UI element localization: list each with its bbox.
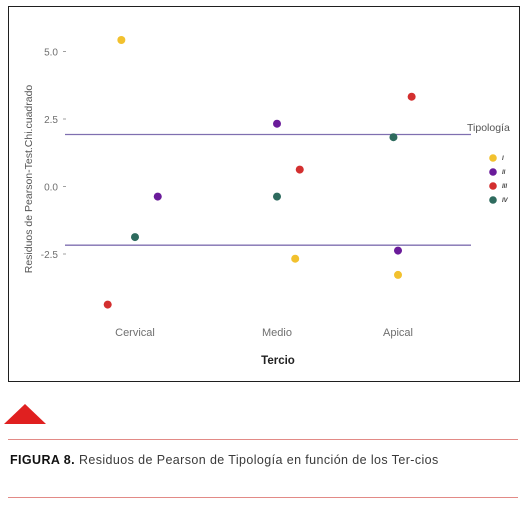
legend-label: II	[502, 170, 506, 176]
x-axis-title: Tercio	[261, 355, 295, 367]
data-point	[103, 300, 112, 309]
data-point	[394, 270, 402, 279]
data-point	[117, 36, 126, 44]
data-point	[153, 192, 162, 201]
data-point	[389, 133, 398, 142]
y-tick-label: -2.5	[41, 250, 59, 261]
x-tick-label: Apical	[383, 327, 413, 339]
x-tick-label: Cervical	[115, 327, 155, 339]
red-triangle-icon	[4, 404, 46, 424]
legend-label: IV	[502, 198, 509, 204]
x-tick-label: Medio	[262, 327, 292, 339]
y-tick-label: 0.0	[44, 183, 58, 194]
scatter-chart: 5.0 2.5 0.0 -2.5 Residuos de Pearson-Test.Ch…	[23, 36, 510, 367]
data-point	[295, 165, 304, 174]
caption-label: FIGURA 8.	[10, 453, 75, 467]
data-point	[131, 233, 139, 242]
legend-marker	[489, 182, 497, 190]
caption-top-rule	[8, 439, 518, 440]
legend-label: I	[502, 156, 504, 162]
data-point	[291, 254, 300, 263]
chart-frame: 5.0 2.5 0.0 -2.5 Residuos de Pearson-Test.Ch…	[8, 6, 520, 382]
y-tick-label: 5.0	[44, 48, 58, 59]
figure-caption: FIGURA 8. Residuos de Pearson de Tipologí…	[10, 452, 510, 469]
legend-title: Tipología	[467, 122, 510, 134]
data-point	[273, 119, 281, 128]
data-point	[407, 92, 416, 101]
legend-marker	[489, 168, 497, 176]
legend-label: III	[502, 184, 507, 190]
y-axis-title: Residuos de Pearson-Test.Chi.cuadrado	[23, 85, 35, 274]
y-tick-label: 2.5	[44, 115, 58, 126]
caption-text: Residuos de Pearson de Tipología en func…	[78, 453, 439, 467]
data-point	[273, 192, 281, 201]
legend-marker	[489, 154, 497, 162]
caption-bottom-rule	[8, 497, 518, 498]
data-point	[394, 246, 402, 255]
legend-marker	[489, 196, 497, 204]
